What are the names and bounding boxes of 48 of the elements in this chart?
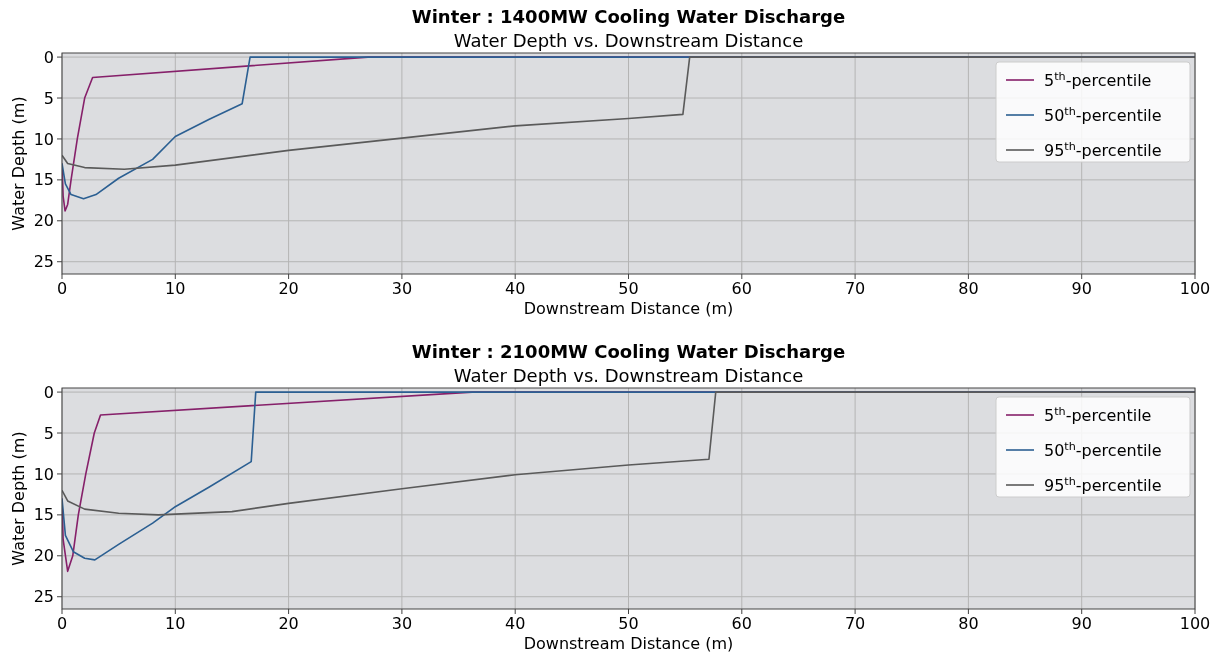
y-tick-label: 15 xyxy=(33,170,54,190)
y-tick-label: 25 xyxy=(33,252,54,272)
y-tick-label: 0 xyxy=(43,47,54,67)
y-tick-label: 5 xyxy=(43,423,54,443)
x-tick-label: 60 xyxy=(731,279,752,298)
y-tick-label: 10 xyxy=(33,464,54,484)
x-tick-label: 50 xyxy=(618,614,639,633)
x-tick-label: 20 xyxy=(278,279,299,298)
x-tick-label: 30 xyxy=(391,279,413,298)
x-axis-title: Downstream Distance (m) xyxy=(523,634,734,653)
x-tick-label: 0 xyxy=(56,279,68,298)
y-tick-label: 5 xyxy=(43,88,54,108)
x-tick-label: 80 xyxy=(958,614,979,633)
chart-title: Winter : 2100MW Cooling Water Discharge xyxy=(411,341,846,362)
x-tick-label: 100 xyxy=(1179,614,1211,633)
chart-subtitle: Water Depth vs. Downstream Distance xyxy=(453,365,804,386)
x-tick-label: 50 xyxy=(618,279,639,298)
x-axis-title: Downstream Distance (m) xyxy=(523,299,734,318)
x-tick-label: 90 xyxy=(1071,279,1092,298)
y-tick-label: 10 xyxy=(33,129,54,149)
x-tick-label: 80 xyxy=(958,279,979,298)
x-tick-label: 90 xyxy=(1071,614,1092,633)
x-tick-label: 10 xyxy=(165,614,186,633)
x-tick-label: 70 xyxy=(844,279,866,298)
x-tick-label: 30 xyxy=(391,614,413,633)
y-axis-title: Water Depth (m) xyxy=(9,96,28,231)
chart-title: Winter : 1400MW Cooling Water Discharge xyxy=(411,6,846,27)
x-tick-label: 40 xyxy=(505,614,526,633)
x-tick-label: 0 xyxy=(56,614,68,633)
legend-label: 95$^{th}$-percentile xyxy=(1044,474,1162,495)
legend-label: 5$^{th}$-percentile xyxy=(1044,69,1152,90)
legend-label: 95$^{th}$-percentile xyxy=(1044,139,1162,160)
legend-label: 5$^{th}$-percentile xyxy=(1044,404,1152,425)
y-axis-title: Water Depth (m) xyxy=(9,431,28,566)
x-tick-label: 10 xyxy=(165,279,186,298)
legend-label: 50$^{th}$-percentile xyxy=(1044,439,1162,460)
y-tick-label: 20 xyxy=(33,211,54,231)
y-tick-label: 0 xyxy=(43,382,54,402)
x-tick-label: 40 xyxy=(505,279,526,298)
y-tick-label: 20 xyxy=(33,546,54,566)
y-tick-label: 25 xyxy=(33,587,54,607)
legend-label: 50$^{th}$-percentile xyxy=(1044,104,1162,125)
x-tick-label: 20 xyxy=(278,614,299,633)
chart-subtitle: Water Depth vs. Downstream Distance xyxy=(453,30,804,51)
x-tick-label: 70 xyxy=(844,614,866,633)
x-tick-label: 60 xyxy=(731,614,752,633)
x-tick-label: 100 xyxy=(1179,279,1211,298)
y-tick-label: 15 xyxy=(33,505,54,525)
